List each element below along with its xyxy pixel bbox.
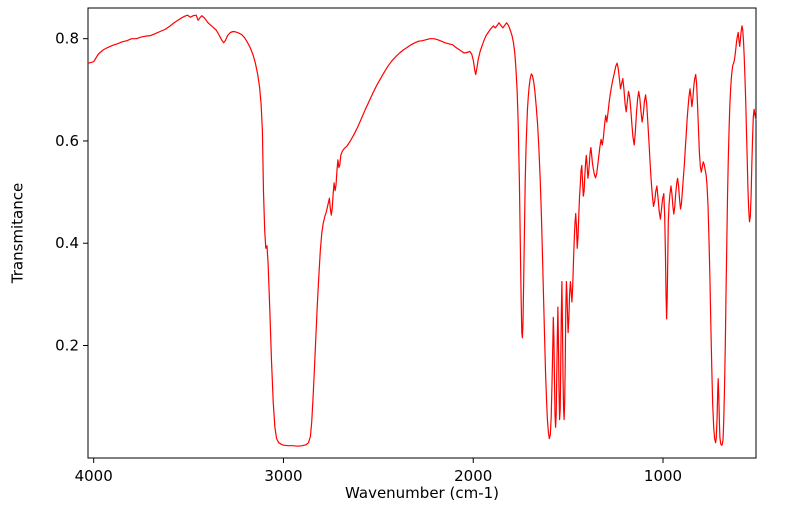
y-tick-label: 0.4 (55, 234, 79, 252)
x-tick-label: 2000 (454, 467, 492, 485)
spectrum-line (87, 14, 757, 447)
x-tick-label: 1000 (644, 467, 682, 485)
y-tick-label: 0.2 (55, 337, 79, 355)
y-tick-label: 0.8 (55, 30, 79, 48)
plot-border (87, 7, 757, 459)
y-axis-label: Transmitance (8, 182, 27, 284)
x-tick-label: 4000 (75, 467, 113, 485)
x-axis-label: Wavenumber (cm-1) (345, 484, 499, 502)
x-tick-label: 3000 (264, 467, 302, 485)
y-tick-label: 0.6 (55, 132, 79, 150)
